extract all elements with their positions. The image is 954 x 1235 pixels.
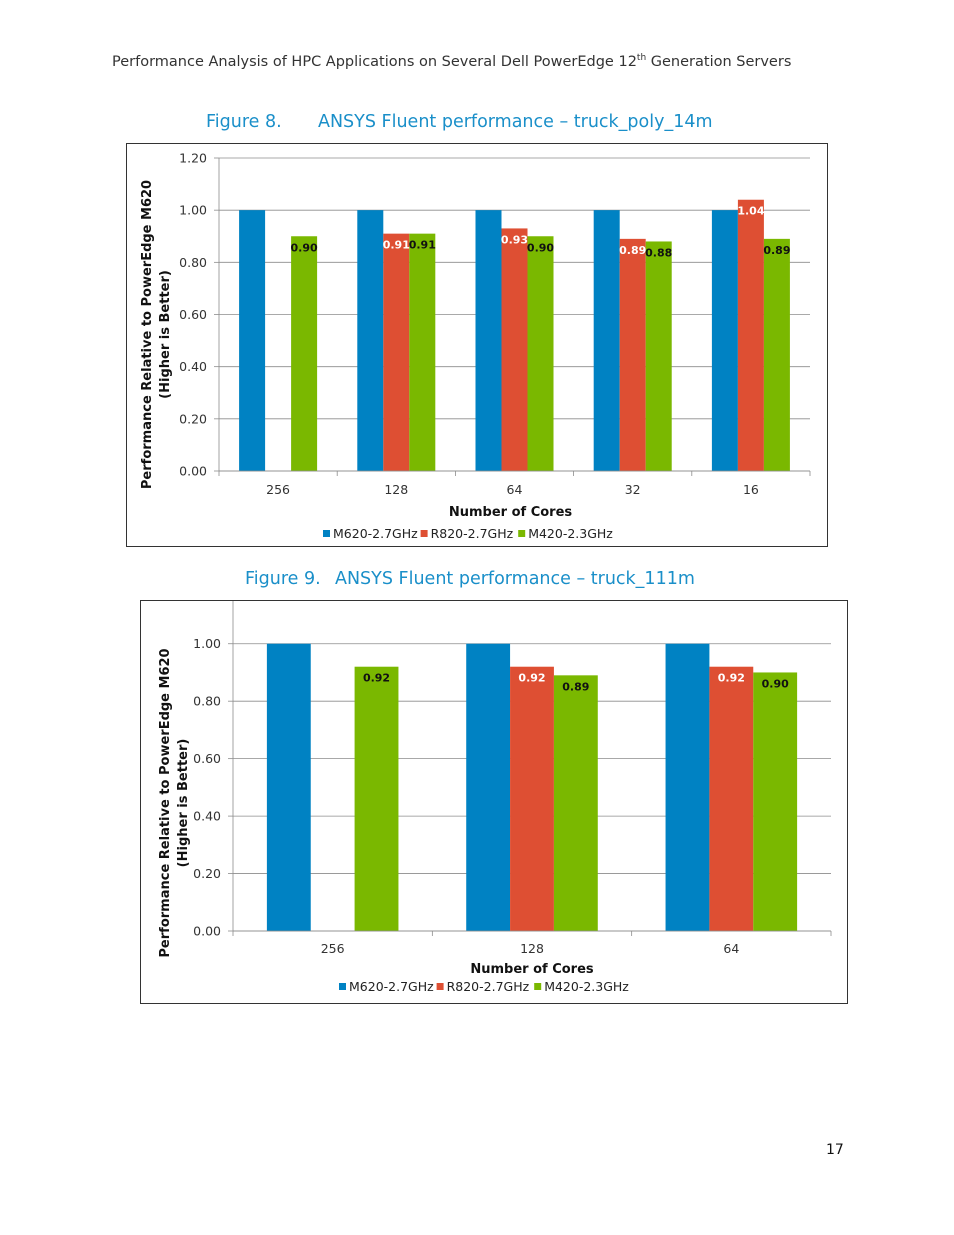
data-label: 0.92 <box>718 672 745 685</box>
bar-r820-2-7ghz <box>510 666 554 931</box>
page-header: Performance Analysis of HPC Applications… <box>112 54 791 70</box>
bar-r820-2-7ghz <box>619 238 646 471</box>
legend-swatch <box>518 530 526 537</box>
figure8-chart-svg: 0.00 0.20 0.40 0.60 0.80 1.00 1.20 256 0.90 128 0.… <box>140 151 811 541</box>
figure9-number: Figure 9. <box>245 569 321 589</box>
y-tick-label: 0.20 <box>179 411 207 426</box>
legend-swatch <box>339 983 346 990</box>
y-tick-label: 0.40 <box>179 359 207 374</box>
y-axis-title-line2: (Higher is Better) <box>158 270 173 399</box>
data-label: 0.88 <box>645 246 672 259</box>
data-label: 0.89 <box>619 244 646 257</box>
bar-m620-2-7ghz <box>475 210 502 471</box>
figure8-caption: Figure 8. ANSYS Fluent performance – truc… <box>206 112 713 132</box>
x-tick-label: 64 <box>723 941 739 956</box>
y-tick-label: 0.80 <box>179 255 207 270</box>
legend-label: M620-2.7GHz <box>349 979 434 994</box>
figure8-number: Figure 8. <box>206 112 282 132</box>
x-axis-title: Number of Cores <box>449 505 573 520</box>
legend-swatch <box>436 983 444 990</box>
legend-label: R820-2.7GHz <box>447 979 530 994</box>
figure8-title: ANSYS Fluent performance – truck_poly_14… <box>318 112 713 132</box>
bar-m420-2-3ghz <box>553 675 598 931</box>
data-label: 0.93 <box>501 233 528 246</box>
bar-m620-2-7ghz <box>357 210 384 471</box>
figure9-chart: 0.00 0.20 0.40 0.60 0.80 1.00 256 0.92 128 0.92 0.… <box>140 600 848 1004</box>
y-axis-title: Performance Relative to PowerEdge M620 <box>140 180 155 489</box>
y-tick-label: 0.40 <box>193 809 221 824</box>
x-axis-title: Number of Cores <box>470 962 594 977</box>
y-tick-label: 0.00 <box>193 924 221 939</box>
y-tick-label: 0.00 <box>179 464 207 479</box>
legend-label: M420-2.3GHz <box>528 526 613 541</box>
x-tick-label: 256 <box>266 482 290 497</box>
figure9-title: ANSYS Fluent performance – truck_111m <box>335 569 695 589</box>
data-label: 0.92 <box>363 672 390 685</box>
figure9-chart-svg: 0.00 0.20 0.40 0.60 0.80 1.00 256 0.92 128 0.92 0.… <box>158 601 832 994</box>
bar-r820-2-7ghz <box>501 228 528 471</box>
page-number: 17 <box>826 1142 844 1158</box>
data-label: 0.90 <box>291 241 318 254</box>
bar-m620-2-7ghz <box>711 210 738 471</box>
figure9-caption: Figure 9. ANSYS Fluent performance – truc… <box>245 569 695 589</box>
x-tick-label: 16 <box>743 482 759 497</box>
data-label: 0.89 <box>763 244 790 257</box>
bar-m420-2-3ghz <box>409 233 436 471</box>
header-title: Performance Analysis of HPC Applications… <box>112 54 637 70</box>
bar-r820-2-7ghz <box>709 666 754 931</box>
bar-m620-2-7ghz <box>593 210 620 471</box>
y-tick-label: 0.60 <box>193 751 221 766</box>
bar-m420-2-3ghz <box>763 238 790 471</box>
bar-r820-2-7ghz <box>383 233 410 471</box>
y-tick-label: 1.00 <box>179 203 207 218</box>
data-label: 0.91 <box>383 239 410 252</box>
bar-m620-2-7ghz <box>266 643 311 931</box>
bar-m420-2-3ghz <box>354 666 399 931</box>
y-tick-label: 1.20 <box>179 151 207 166</box>
bar-m620-2-7ghz <box>466 643 511 931</box>
x-tick-label: 128 <box>384 482 408 497</box>
y-axis-title: Performance Relative to PowerEdge M620 <box>158 648 173 957</box>
legend-swatch <box>420 530 428 537</box>
data-label: 1.04 <box>737 205 764 218</box>
bar-m420-2-3ghz <box>645 241 672 471</box>
legend-swatch <box>534 983 542 990</box>
x-tick-label: 128 <box>520 941 544 956</box>
y-tick-label: 1.00 <box>193 636 221 651</box>
bar-m620-2-7ghz <box>665 643 710 931</box>
bar-m620-2-7ghz <box>239 210 266 471</box>
header-superscript: th <box>636 53 647 64</box>
data-label: 0.92 <box>518 672 545 685</box>
legend-label: R820-2.7GHz <box>431 526 514 541</box>
bar-r820-2-7ghz <box>737 199 764 471</box>
y-axis-title-line2: (Higher is Better) <box>176 739 191 868</box>
y-tick-label: 0.20 <box>193 866 221 881</box>
legend-label: M620-2.7GHz <box>333 526 418 541</box>
data-label: 0.89 <box>562 680 589 693</box>
data-label: 0.90 <box>527 241 554 254</box>
legend-swatch <box>323 530 330 537</box>
header-title-end: Generation Servers <box>646 54 792 70</box>
bar-m420-2-3ghz <box>753 672 798 931</box>
x-tick-label: 256 <box>321 941 345 956</box>
bar-m420-2-3ghz <box>291 236 318 471</box>
data-label: 0.90 <box>762 677 789 690</box>
bar-m420-2-3ghz <box>527 236 554 471</box>
data-label: 0.91 <box>409 239 436 252</box>
figure8-chart: 0.00 0.20 0.40 0.60 0.80 1.00 1.20 256 0.90 128 0.… <box>126 143 828 547</box>
legend-label: M420-2.3GHz <box>544 979 629 994</box>
x-tick-label: 64 <box>507 482 523 497</box>
y-tick-label: 0.60 <box>179 307 207 322</box>
y-tick-label: 0.80 <box>193 694 221 709</box>
x-tick-label: 32 <box>625 482 641 497</box>
